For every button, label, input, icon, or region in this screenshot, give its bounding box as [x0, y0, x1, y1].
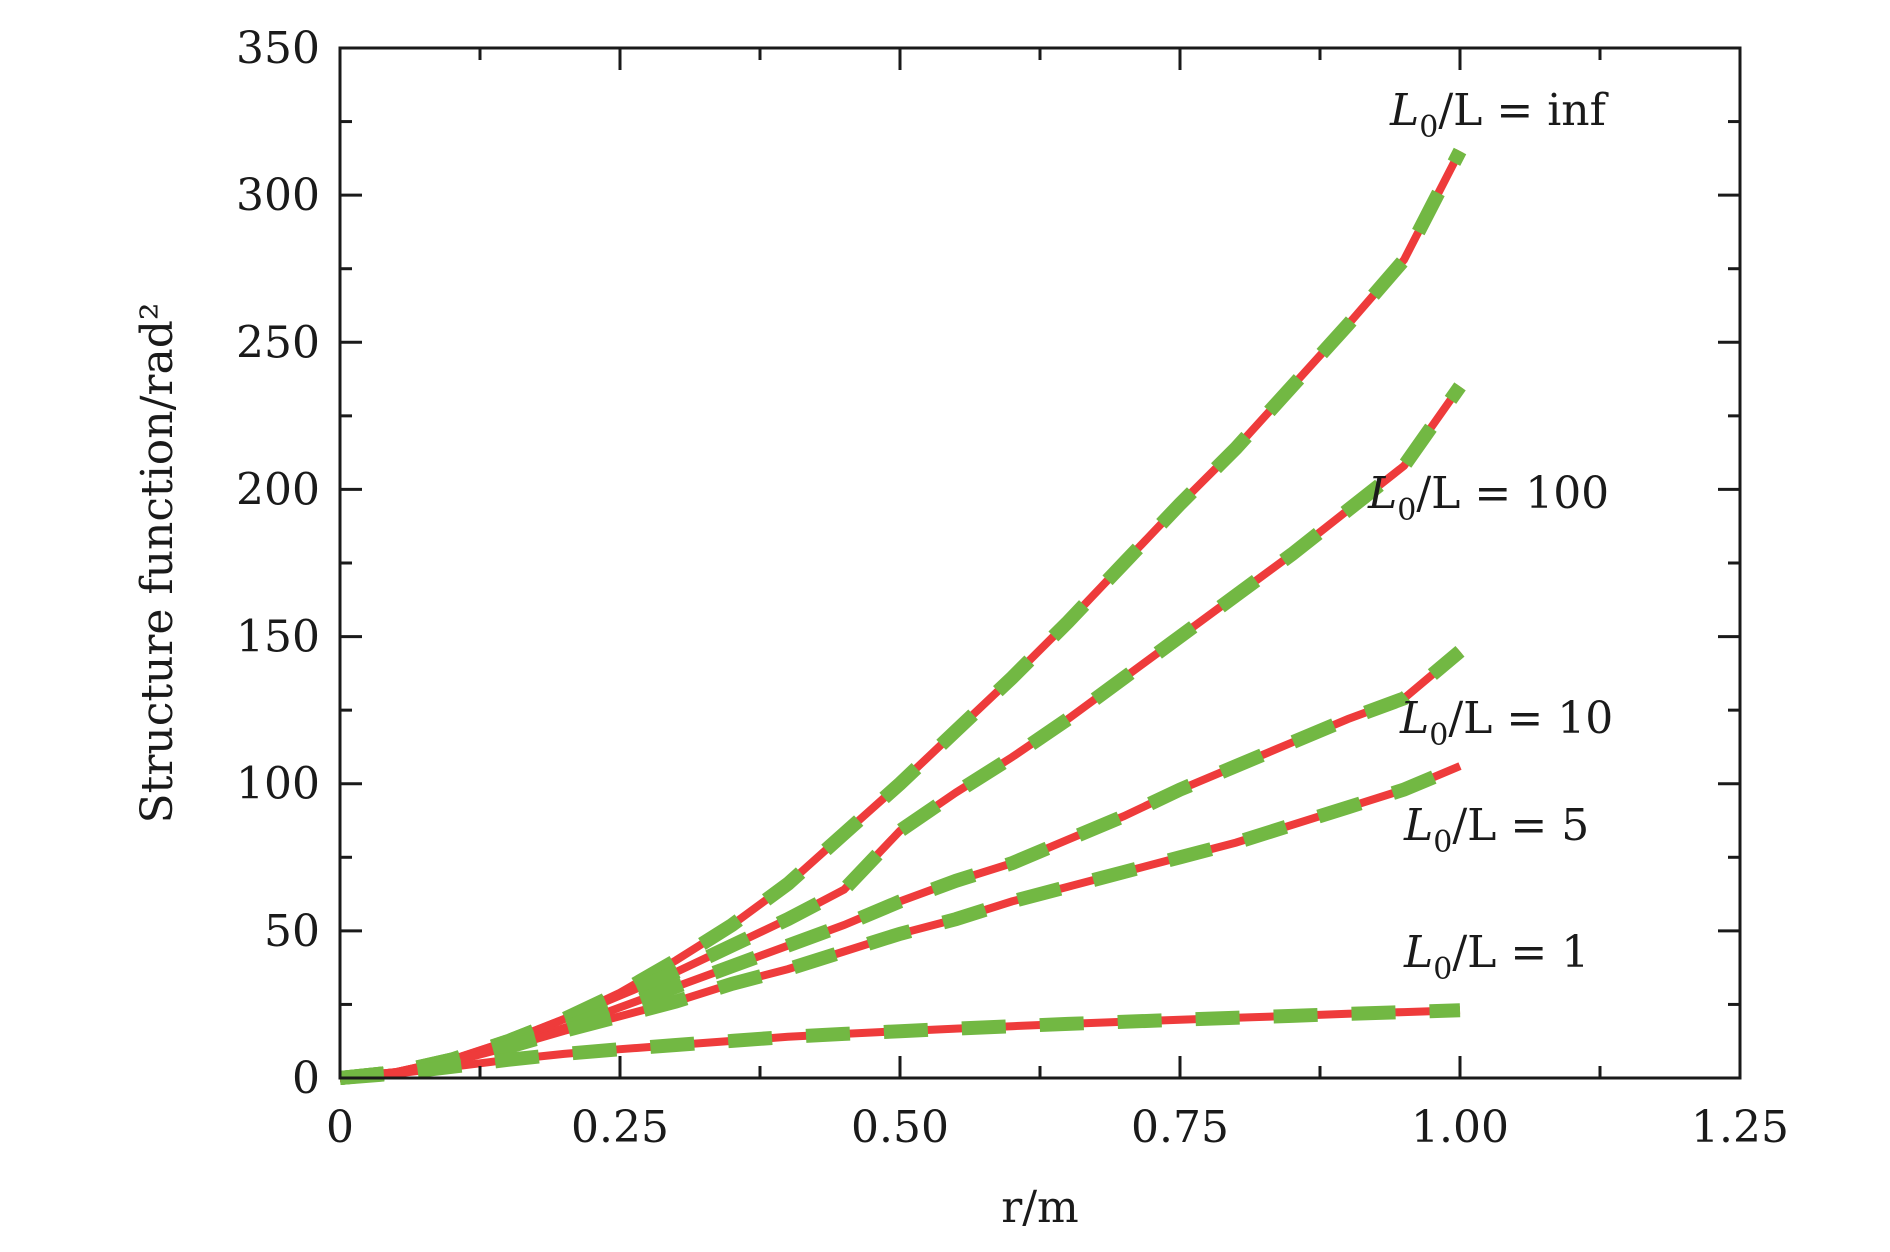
x-tick-label: 0.50 — [851, 1102, 949, 1153]
curve-labels-group: L0/L = inf L0/L = 100 L0/L = 10 L0/L = 5 L0/… — [1367, 85, 1613, 987]
x-axis-label: r/m — [1001, 1182, 1079, 1233]
y-tick-label: 100 — [236, 759, 320, 810]
y-tick-label: 250 — [236, 317, 320, 368]
curve-label-0: L0/L = inf — [1389, 85, 1609, 145]
x-tick-label: 1.25 — [1691, 1102, 1789, 1153]
series-3-dashed-line — [339, 759, 1463, 1085]
y-tick-label: 50 — [264, 906, 320, 957]
series-4-dashed-line — [339, 1003, 1461, 1085]
plot-frame — [338, 46, 1742, 1080]
series-1-dashed-line — [339, 382, 1466, 1085]
x-tick-label: 0.75 — [1131, 1102, 1229, 1153]
x-tick-label: 0 — [326, 1102, 354, 1153]
curve-label-1: L0/L = 100 — [1367, 468, 1609, 528]
curve-label-4: L0/L = 1 — [1403, 927, 1589, 987]
y-tick-label: 0 — [292, 1053, 320, 1104]
ticks-group — [338, 46, 1742, 1080]
y-tick-label: 350 — [236, 23, 320, 74]
y-tick-label: 150 — [236, 612, 320, 663]
y-tick-label: 200 — [236, 464, 320, 515]
tick-labels-group: 0 0.25 0.50 0.75 1.00 1.25 0 50 100 150 200 250 300 3… — [236, 23, 1789, 1153]
curve-label-2: L0/L = 10 — [1399, 693, 1613, 753]
x-tick-label: 1.00 — [1411, 1102, 1509, 1153]
x-tick-label: 0.25 — [571, 1102, 669, 1153]
curves-group — [339, 147, 1467, 1085]
y-tick-label: 300 — [236, 170, 320, 221]
series-1-solid-line — [339, 384, 1464, 1082]
y-axis-label: Structure function/rad² — [132, 303, 183, 824]
curve-label-3: L0/L = 5 — [1403, 800, 1589, 860]
